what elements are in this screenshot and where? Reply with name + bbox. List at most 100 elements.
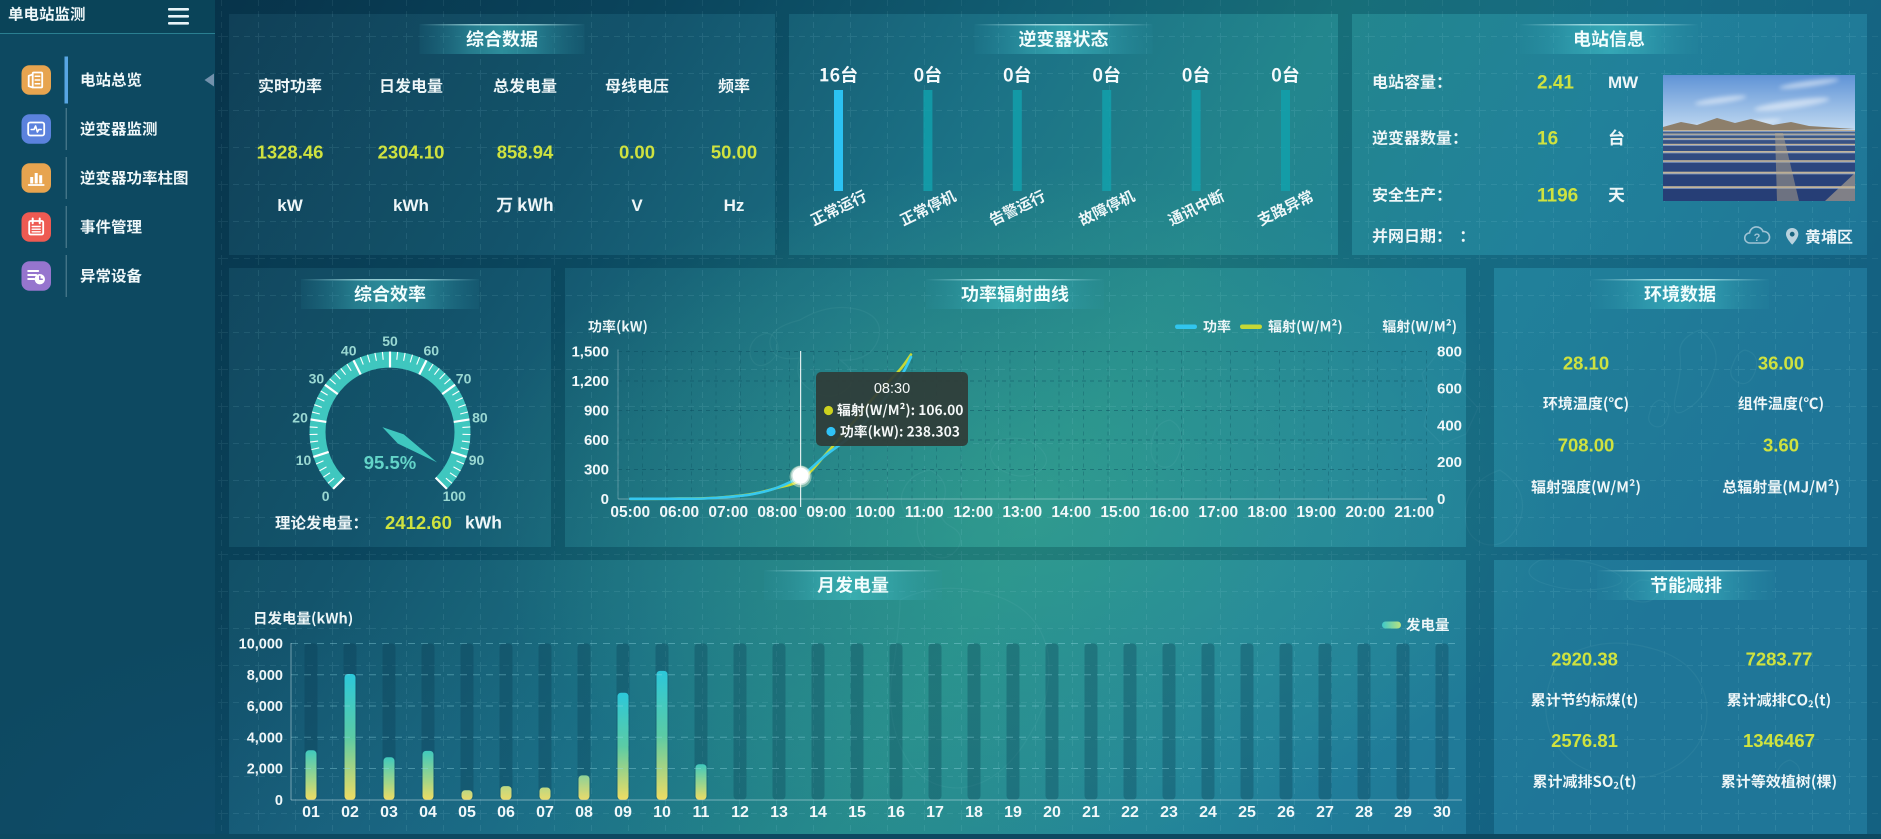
svg-text:17: 17 (926, 804, 944, 821)
svg-text:25: 25 (1238, 804, 1256, 821)
svg-text:23: 23 (1160, 804, 1178, 821)
svg-text:80: 80 (472, 410, 488, 426)
svg-text:8,000: 8,000 (247, 668, 283, 684)
svg-text:05:00: 05:00 (610, 504, 650, 521)
svg-text:08:30: 08:30 (874, 381, 910, 397)
svg-text:09:00: 09:00 (806, 504, 846, 521)
svg-text:300: 300 (584, 462, 609, 479)
svg-text:14: 14 (809, 804, 827, 821)
svg-text:16: 16 (887, 804, 905, 821)
svg-text:0: 0 (601, 491, 609, 508)
svg-text:1,500: 1,500 (571, 344, 609, 361)
svg-text:11: 11 (693, 804, 710, 821)
svg-text:16: 16 (1537, 129, 1558, 150)
svg-text:400: 400 (1437, 417, 1462, 434)
svg-text:1346467: 1346467 (1743, 730, 1815, 751)
svg-text:200: 200 (1437, 454, 1462, 471)
svg-text:06: 06 (497, 804, 515, 821)
svg-text:MW: MW (1608, 73, 1639, 92)
svg-text:19:00: 19:00 (1296, 504, 1336, 521)
svg-text:0: 0 (322, 488, 330, 504)
svg-text:12:00: 12:00 (953, 504, 993, 521)
svg-text:07: 07 (536, 804, 554, 821)
svg-text:15:00: 15:00 (1100, 504, 1140, 521)
svg-text:03: 03 (380, 804, 398, 821)
svg-text:28: 28 (1355, 804, 1373, 821)
svg-text:0.00: 0.00 (619, 142, 655, 163)
svg-text:600: 600 (1437, 380, 1462, 397)
svg-text:50.00: 50.00 (711, 142, 757, 163)
svg-text:600: 600 (584, 432, 609, 449)
svg-text:95.5%: 95.5% (364, 452, 416, 473)
svg-text:100: 100 (443, 488, 467, 504)
svg-text:900: 900 (584, 403, 609, 420)
svg-text:29: 29 (1394, 804, 1412, 821)
svg-text:19: 19 (1004, 804, 1022, 821)
svg-text:08:00: 08:00 (757, 504, 797, 521)
svg-text:15: 15 (848, 804, 866, 821)
svg-text:70: 70 (456, 370, 472, 386)
svg-text:?: ? (1754, 232, 1761, 244)
svg-text:36.00: 36.00 (1758, 353, 1804, 374)
svg-text:20:00: 20:00 (1345, 504, 1385, 521)
svg-text:12: 12 (731, 804, 749, 821)
svg-text:kWh: kWh (393, 196, 429, 215)
svg-text:30: 30 (1433, 804, 1451, 821)
svg-text:50: 50 (382, 333, 398, 349)
svg-text:05: 05 (458, 804, 476, 821)
svg-text:2,000: 2,000 (247, 762, 283, 778)
svg-text:2412.60: 2412.60 (385, 512, 452, 533)
svg-text:7283.77: 7283.77 (1746, 649, 1813, 670)
svg-text:2920.38: 2920.38 (1551, 649, 1618, 670)
svg-text:800: 800 (1437, 344, 1462, 361)
svg-text:2576.81: 2576.81 (1551, 730, 1618, 751)
svg-text:02: 02 (341, 804, 359, 821)
svg-text:08: 08 (575, 804, 593, 821)
svg-text:26: 26 (1277, 804, 1295, 821)
svg-text:1196: 1196 (1537, 186, 1578, 207)
svg-text:10: 10 (296, 452, 312, 468)
svg-text:27: 27 (1316, 804, 1334, 821)
svg-text:14:00: 14:00 (1051, 504, 1091, 521)
svg-text:10: 10 (653, 804, 671, 821)
svg-text:90: 90 (469, 452, 485, 468)
svg-text:3.60: 3.60 (1763, 435, 1799, 456)
svg-text:2.41: 2.41 (1537, 73, 1574, 94)
svg-text:20: 20 (292, 410, 308, 426)
svg-text:21: 21 (1082, 804, 1100, 821)
svg-text:17:00: 17:00 (1198, 504, 1238, 521)
svg-text:708.00: 708.00 (1558, 435, 1615, 456)
svg-text:6,000: 6,000 (247, 699, 283, 715)
svg-text:V: V (631, 196, 643, 215)
svg-text:30: 30 (309, 370, 325, 386)
svg-text:11:00: 11:00 (905, 504, 944, 521)
svg-text:13:00: 13:00 (1002, 504, 1042, 521)
svg-text:1328.46: 1328.46 (257, 142, 324, 163)
svg-text:2304.10: 2304.10 (378, 142, 445, 163)
svg-text:40: 40 (341, 343, 357, 359)
svg-text:1,200: 1,200 (571, 373, 609, 390)
svg-text:18: 18 (965, 804, 983, 821)
svg-text:07:00: 07:00 (708, 504, 748, 521)
svg-text:60: 60 (424, 343, 440, 359)
svg-text:kWh: kWh (465, 513, 502, 533)
svg-text:0: 0 (275, 793, 283, 809)
svg-text:0: 0 (1437, 491, 1445, 508)
svg-text:Hz: Hz (724, 196, 745, 215)
svg-text:24: 24 (1199, 804, 1217, 821)
svg-text:10,000: 10,000 (239, 637, 283, 653)
svg-text:13: 13 (770, 804, 788, 821)
svg-text:858.94: 858.94 (497, 142, 554, 163)
svg-text:20: 20 (1043, 804, 1061, 821)
svg-text:04: 04 (419, 804, 437, 821)
svg-text:kW: kW (277, 196, 303, 215)
svg-text:16:00: 16:00 (1149, 504, 1189, 521)
svg-text:4,000: 4,000 (247, 730, 283, 746)
svg-text:09: 09 (614, 804, 632, 821)
svg-text:01: 01 (302, 804, 320, 821)
svg-text:22: 22 (1121, 804, 1139, 821)
svg-text:21:00: 21:00 (1394, 504, 1434, 521)
svg-text:28.10: 28.10 (1563, 353, 1609, 374)
svg-text:10:00: 10:00 (855, 504, 895, 521)
svg-text:06:00: 06:00 (659, 504, 699, 521)
